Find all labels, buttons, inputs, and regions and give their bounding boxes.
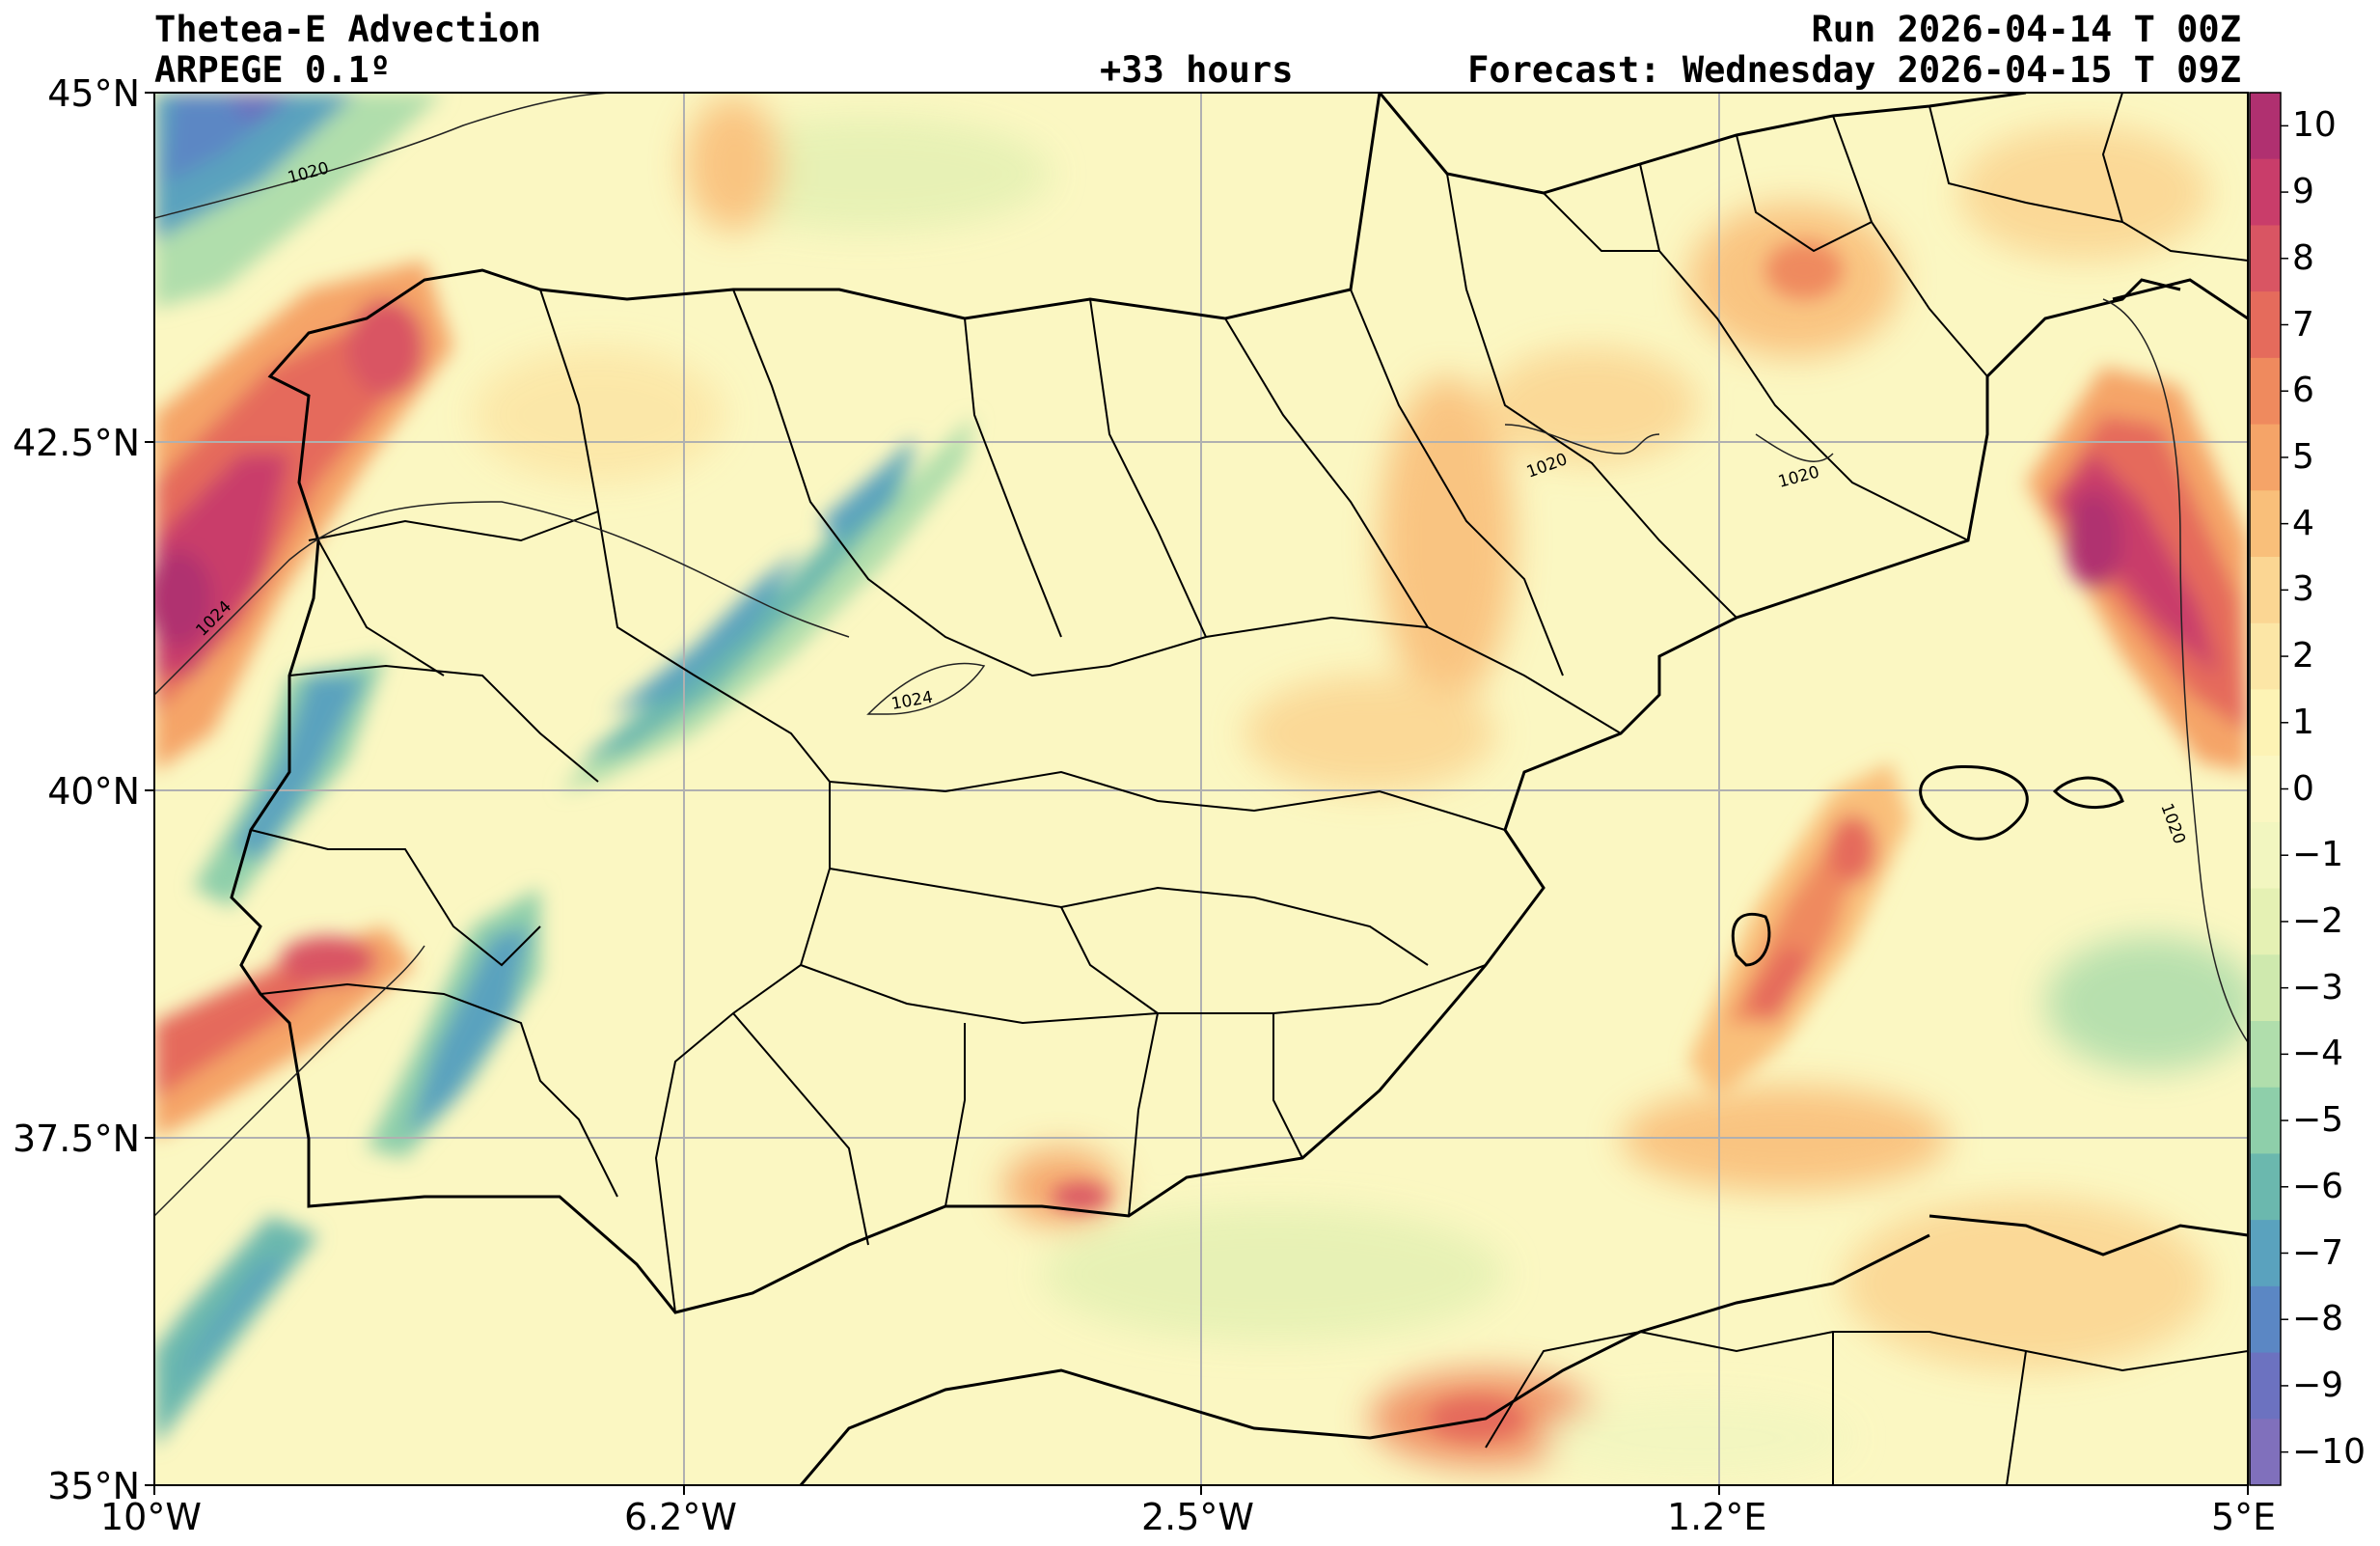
cold-advection-band-southwest xyxy=(154,656,540,1448)
colorbar-label: −2 xyxy=(2292,900,2344,941)
admin-borders xyxy=(250,93,2248,1485)
colorbar-swatch xyxy=(2250,158,2281,226)
colorbar-swatch xyxy=(2250,954,2281,1022)
lat-label-45: 45°N xyxy=(47,72,140,115)
colorbar-swatch xyxy=(2250,1419,2281,1486)
colorbar-swatch xyxy=(2250,93,2281,160)
colorbar-label: 6 xyxy=(2292,371,2314,411)
colorbar-swatch xyxy=(2250,689,2281,757)
colorbar-swatch xyxy=(2250,1021,2281,1089)
colorbar-label: 9 xyxy=(2292,172,2314,212)
isobar-labels: 1020 1024 1024 1020 1020 1020 xyxy=(192,158,2188,846)
colorbar-label: −8 xyxy=(2292,1299,2344,1339)
graticule xyxy=(154,93,2248,1485)
colorbar-swatch xyxy=(2250,557,2281,624)
forecast-time: Forecast: Wednesday 2026-04-15 T 09Z xyxy=(1467,49,2241,91)
run-time: Run 2026-04-14 T 00Z xyxy=(1811,9,2241,50)
colorbar-swatch xyxy=(2250,225,2281,292)
colorbar-label: −1 xyxy=(2292,835,2344,875)
colorbar-swatch xyxy=(2250,888,2281,955)
colorbar-swatch xyxy=(2250,490,2281,558)
colorbar-label: −9 xyxy=(2292,1365,2344,1405)
colorbar-label: −4 xyxy=(2292,1034,2344,1074)
colorbar xyxy=(2249,92,2288,1486)
colorbar-label: 7 xyxy=(2292,304,2314,345)
colorbar-swatch xyxy=(2250,821,2281,890)
lon-label-10w: 10°W xyxy=(100,1496,202,1538)
colorbar-swatch xyxy=(2250,291,2281,359)
colorbar-label: 1 xyxy=(2292,702,2314,742)
lon-label-6-2w: 6.2°W xyxy=(624,1496,738,1538)
colorbar-label: −3 xyxy=(2292,967,2344,1008)
cold-advection-band-north xyxy=(154,93,444,309)
colorbar-label: 2 xyxy=(2292,636,2314,676)
warm-advection-band-southwest xyxy=(154,926,415,1139)
field-mottling xyxy=(473,97,2248,1477)
warm-advection-band-east xyxy=(2026,367,2248,772)
lat-label-35: 35°N xyxy=(47,1465,140,1507)
lat-label-37-5: 37.5°N xyxy=(12,1118,140,1160)
map-title: Thetea-E Advection xyxy=(154,9,541,50)
lat-label-42-5: 42.5°N xyxy=(12,422,140,464)
colorbar-swatch xyxy=(2250,424,2281,491)
colorbar-label: 0 xyxy=(2292,768,2314,809)
cold-advection-band-central xyxy=(560,415,974,791)
model-label: ARPEGE 0.1º xyxy=(154,49,392,91)
lon-label-2-5w: 2.5°W xyxy=(1141,1496,1255,1538)
colorbar-swatch xyxy=(2250,1285,2281,1354)
colorbar-label: 5 xyxy=(2292,436,2314,477)
lead-time: +33 hours xyxy=(1100,49,1294,91)
colorbar-swatch xyxy=(2250,1352,2281,1420)
colorbar-swatch xyxy=(2250,1153,2281,1221)
colorbar-swatch xyxy=(2250,756,2281,823)
colorbar-swatch xyxy=(2250,1087,2281,1154)
colorbar-label: 3 xyxy=(2292,569,2314,610)
isobars xyxy=(154,93,2248,1217)
coastlines xyxy=(230,93,2248,1485)
colorbar-label: −5 xyxy=(2292,1100,2344,1141)
axis-ticks xyxy=(145,92,2249,1495)
warm-advection-band-balearic xyxy=(1688,762,1910,1100)
advection-field: 1020 1024 1024 1020 1020 1020 xyxy=(154,93,2248,1485)
lon-label-5e: 5°E xyxy=(2211,1496,2277,1538)
colorbar-swatch xyxy=(2250,622,2281,690)
colorbar-label: −6 xyxy=(2292,1166,2344,1206)
lat-label-40: 40°N xyxy=(47,770,140,813)
colorbar-label: −10 xyxy=(2292,1431,2366,1472)
colorbar-swatch xyxy=(2250,1220,2281,1287)
warm-advection-band-west xyxy=(154,261,453,772)
colorbar-swatch xyxy=(2250,357,2281,426)
lon-label-1-2e: 1.2°E xyxy=(1667,1496,1767,1538)
colorbar-label: 8 xyxy=(2292,237,2314,278)
colorbar-label: 4 xyxy=(2292,503,2314,543)
colorbar-label: 10 xyxy=(2292,105,2337,146)
colorbar-label: −7 xyxy=(2292,1232,2344,1273)
